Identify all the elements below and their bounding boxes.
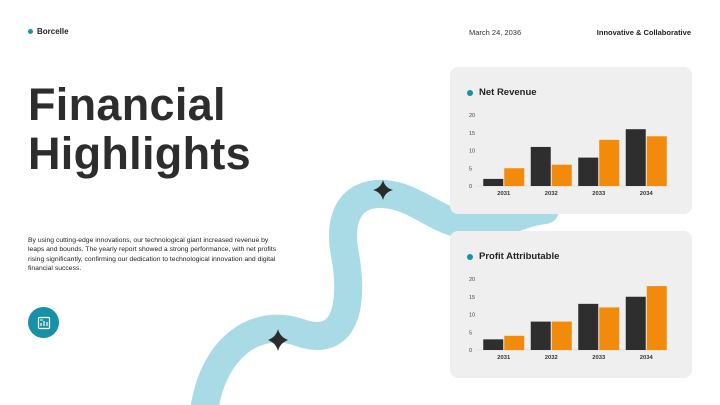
bar-2032-series-1: [551, 164, 572, 186]
net-revenue-card: Net Revenue 0 5 10 15 20 2031 2032 2033 2034: [450, 67, 692, 214]
x-tick-label: 2034: [640, 191, 654, 197]
y-tick-label: 20: [469, 277, 475, 283]
bar-2034-series-1: [646, 136, 667, 186]
description-text: By using cutting-edge innovations, our t…: [28, 237, 277, 273]
x-tick-label: 2032: [545, 355, 558, 361]
bar-2031-series-1: [504, 335, 525, 350]
bar-2033-series-0: [578, 157, 599, 186]
wavy-ribbon: [191, 179, 559, 405]
brand-dot: [28, 29, 33, 34]
net-revenue-chart: 0 5 10 15 20 2031 2032 2033 2034: [469, 113, 670, 197]
bar-2032-series-1: [551, 321, 572, 350]
bar-2031-series-0: [483, 339, 504, 350]
chart-document-icon: [28, 307, 59, 338]
x-tick-label: 2034: [640, 355, 654, 361]
card-dot: [467, 89, 473, 96]
chart-title: Net Revenue: [479, 87, 537, 98]
y-tick-label: 15: [469, 295, 475, 301]
bar-2033-series-1: [599, 307, 620, 350]
card-header: Net Revenue: [467, 87, 537, 98]
bar-2032-series-0: [530, 321, 551, 350]
y-tick-label: 5: [469, 166, 472, 172]
y-tick-label: 0: [469, 184, 472, 190]
x-tick-label: 2032: [545, 191, 558, 197]
brand: Borcelle: [28, 27, 69, 36]
chart-title: Profit Attributable: [479, 251, 560, 262]
title-line-1: Financial: [28, 79, 226, 130]
bar-2031-series-1: [504, 168, 525, 186]
card-dot: [467, 253, 473, 260]
y-tick-label: 15: [469, 131, 475, 137]
brand-name: Borcelle: [37, 27, 69, 36]
x-tick-label: 2031: [497, 355, 511, 361]
bar-2034-series-0: [625, 296, 646, 350]
bar-2032-series-0: [530, 146, 551, 186]
page-title: Financial Highlights: [28, 80, 251, 178]
x-tick-label: 2031: [497, 191, 511, 197]
card-header: Profit Attributable: [467, 251, 559, 262]
y-tick-label: 10: [469, 149, 475, 155]
bar-2034-series-0: [625, 129, 646, 186]
date-label: March 24, 2036: [469, 28, 522, 37]
chart-document-glyph: [37, 316, 50, 329]
title-line-2: Highlights: [28, 128, 251, 179]
star-bottom-icon: [268, 329, 288, 351]
y-tick-label: 10: [469, 313, 475, 319]
profit-attributable-card: Profit Attributable 0 5 10 15 20 2031 2032 2033…: [450, 231, 692, 378]
x-tick-label: 2033: [592, 355, 606, 361]
bar-2033-series-1: [599, 139, 620, 186]
y-tick-label: 5: [469, 330, 472, 336]
x-tick-label: 2033: [592, 191, 606, 197]
bar-2033-series-0: [578, 303, 599, 350]
star-top-icon: [373, 180, 393, 200]
bar-2031-series-0: [483, 178, 504, 186]
bar-2034-series-1: [646, 286, 667, 350]
y-tick-label: 20: [469, 113, 475, 119]
y-tick-label: 0: [469, 348, 472, 354]
tagline: Innovative & Collaborative: [596, 28, 691, 37]
profit-attributable-chart: 0 5 10 15 20 2031 2032 2033 2034: [469, 277, 670, 361]
